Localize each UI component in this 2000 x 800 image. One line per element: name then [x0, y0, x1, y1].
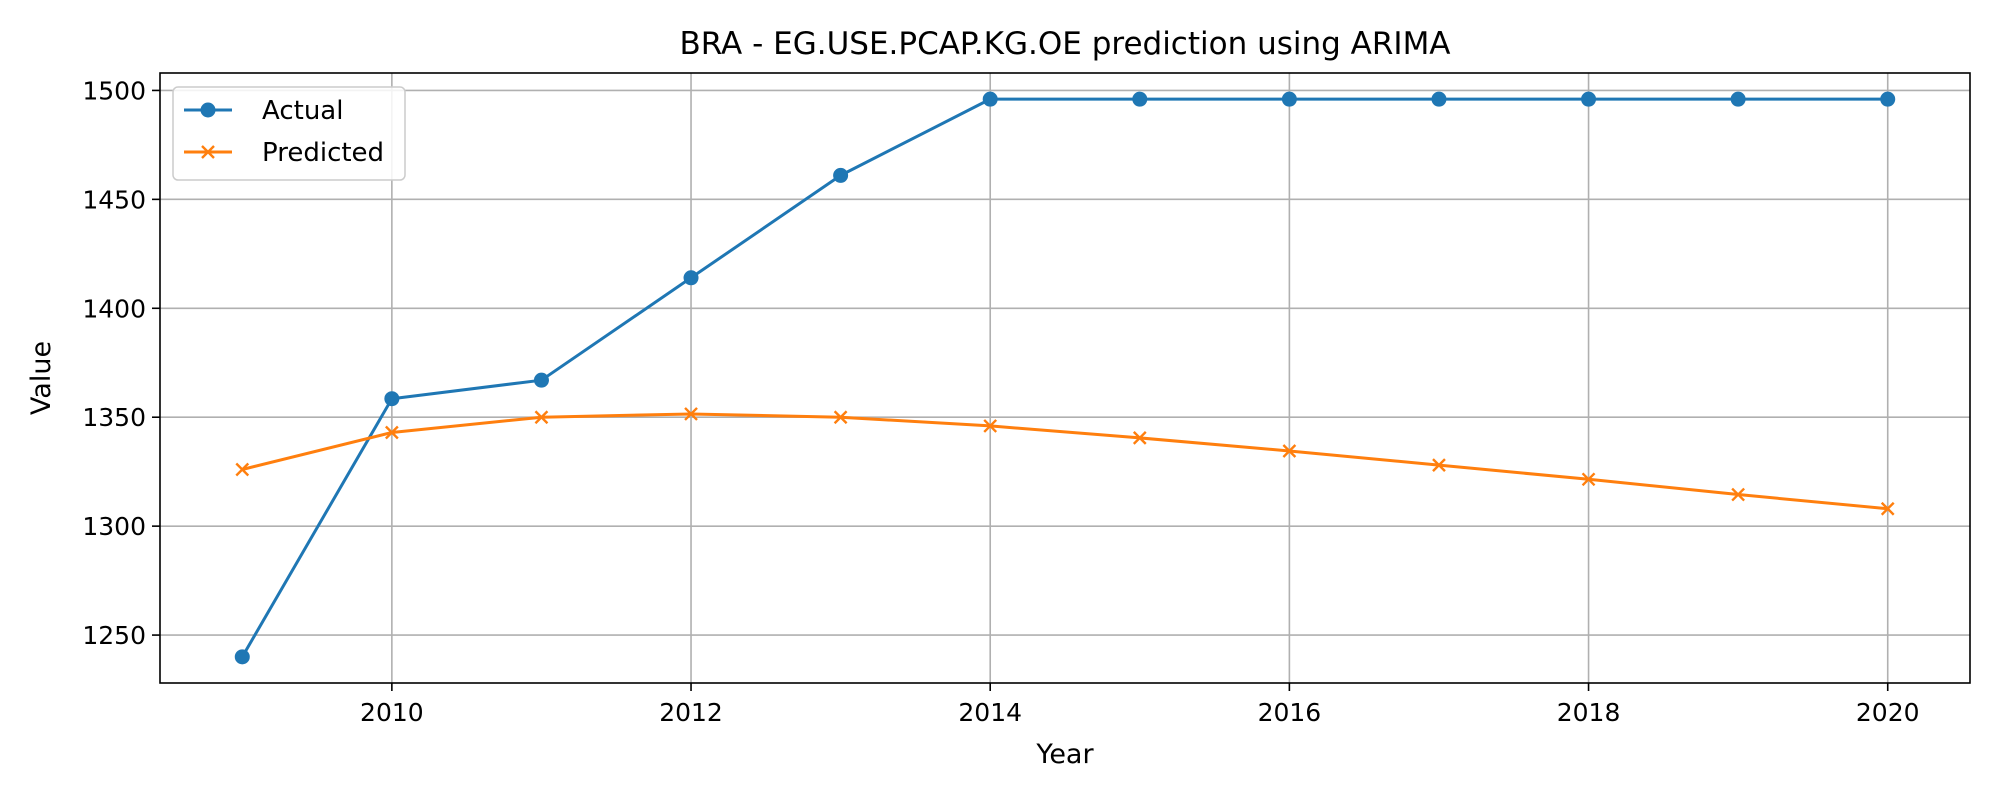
data-point-actual — [1730, 91, 1746, 107]
data-point-actual — [1281, 91, 1297, 107]
data-point-actual — [1581, 91, 1597, 107]
legend: Actual Predicted — [172, 86, 406, 181]
grid-layer — [160, 73, 1970, 683]
data-point-predicted — [235, 462, 250, 477]
legend-label-predicted: Predicted — [262, 138, 384, 168]
y-tick-label: 1250 — [82, 621, 146, 650]
x-axis-label: Year — [1035, 739, 1094, 770]
data-point-predicted — [1880, 501, 1895, 516]
x-tick-label: 2010 — [360, 698, 424, 727]
data-point-predicted — [833, 410, 848, 425]
data-point-actual — [533, 372, 549, 388]
data-point-actual — [1431, 91, 1447, 107]
y-tick-label: 1350 — [82, 403, 146, 432]
data-point-predicted — [1432, 458, 1446, 472]
data-point-predicted — [1731, 487, 1745, 502]
data-point-predicted — [1132, 431, 1147, 445]
y-tick-label: 1400 — [82, 294, 146, 323]
data-point-predicted — [1581, 472, 1596, 487]
x-tick-label: 2016 — [1258, 698, 1322, 727]
series-layer — [234, 91, 1896, 665]
plot-frame — [159, 72, 1971, 684]
tick-layer: 2010 2012 2014 2016 2018 2020 1250 1300 1350 1400… — [82, 76, 1919, 727]
data-point-actual — [1132, 91, 1148, 107]
y-tick-label: 1450 — [82, 185, 146, 214]
y-tick-label: 1500 — [82, 76, 146, 105]
chart-title: BRA - EG.USE.PCAP.KG.OE prediction using… — [679, 26, 1450, 62]
x-tick-label: 2018 — [1557, 698, 1621, 727]
x-tick-label: 2014 — [958, 698, 1022, 727]
data-point-predicted — [983, 419, 998, 433]
data-point-actual — [1880, 91, 1896, 107]
y-axis-label: Value — [26, 341, 57, 415]
legend-marker-actual — [200, 102, 216, 118]
data-point-actual — [384, 391, 400, 407]
data-point-actual — [833, 167, 849, 183]
legend-marker-predicted — [201, 145, 215, 159]
data-point-actual — [982, 91, 998, 107]
data-point-actual — [683, 270, 699, 286]
legend-label-actual: Actual — [262, 96, 343, 126]
x-tick-label: 2012 — [659, 698, 723, 727]
data-point-predicted — [385, 425, 399, 440]
y-tick-label: 1300 — [82, 512, 146, 541]
data-point-predicted — [684, 407, 698, 421]
data-point-predicted — [534, 410, 549, 425]
x-tick-label: 2020 — [1856, 698, 1920, 727]
data-point-predicted — [1282, 444, 1297, 458]
series-line-actual — [240, 97, 1888, 658]
series-line-predicted — [241, 412, 1888, 511]
data-point-actual — [234, 649, 250, 665]
